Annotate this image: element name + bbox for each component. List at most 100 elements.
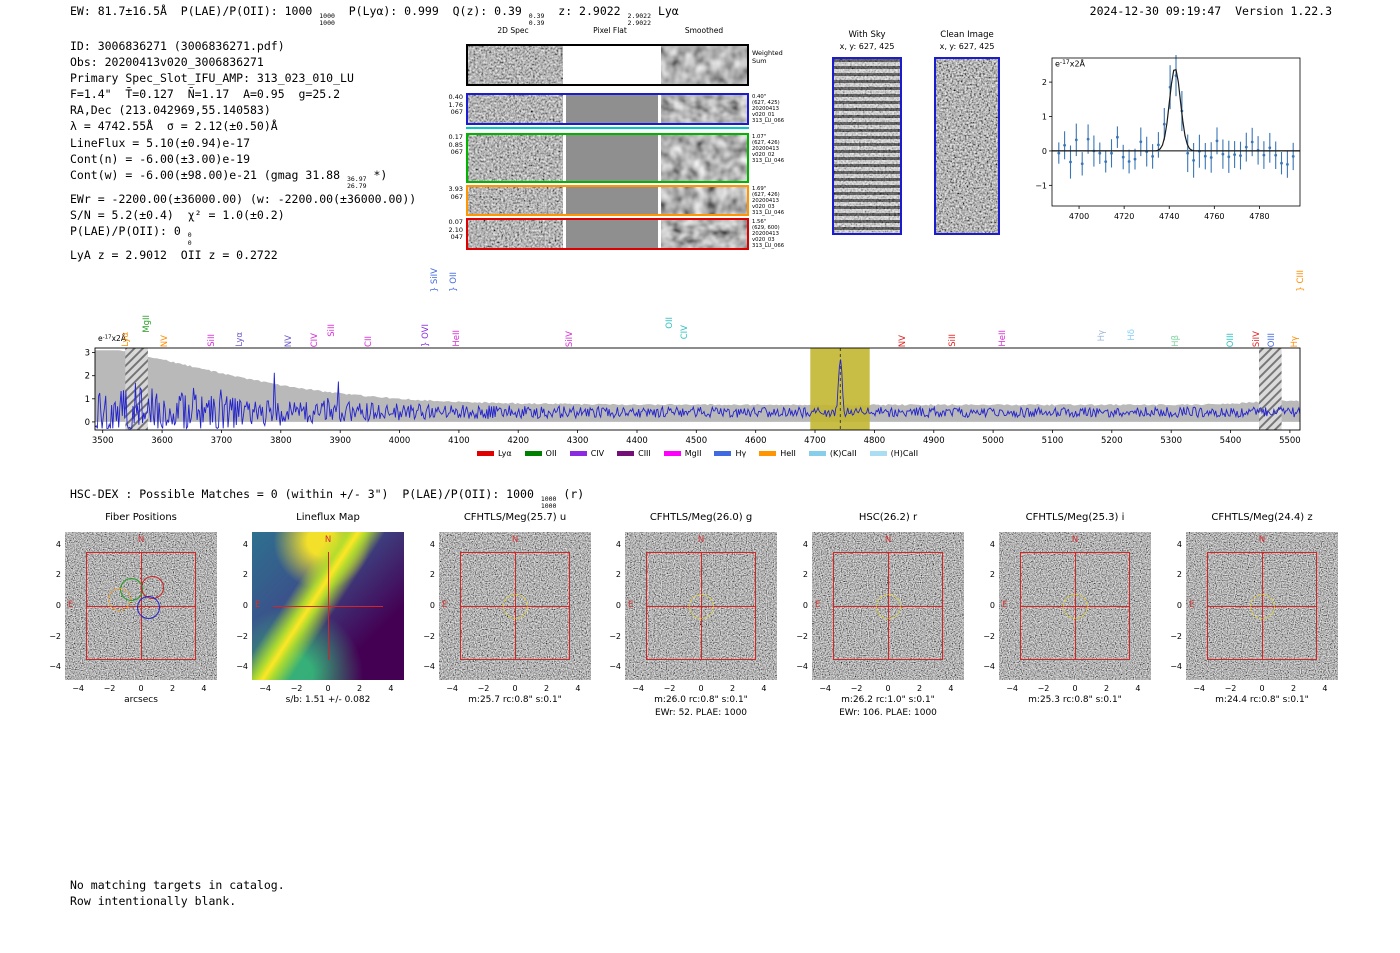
svg-text:1: 1 xyxy=(85,395,90,405)
svg-text:4780: 4780 xyxy=(1249,212,1269,221)
sky-panel-coords: x, y: 627, 425 xyxy=(839,42,895,51)
spec2d-column-header: Pixel Flat xyxy=(593,26,627,35)
emission-line-label: NV xyxy=(283,334,294,347)
text-segment: 0.40" xyxy=(752,94,767,100)
aperture-square xyxy=(459,552,570,660)
x-tick-label: 2 xyxy=(1103,684,1110,693)
spec2d-row xyxy=(466,218,749,250)
pixel-flat-image xyxy=(566,46,658,84)
legend-item: Lyα xyxy=(476,449,512,458)
y-tick-label: 0 xyxy=(989,601,995,610)
info-line: LyA z = 2.9012 OII z = 0.2722 xyxy=(70,247,416,263)
cutout-caption: s/b: 1.51 +/- 0.082 xyxy=(285,695,371,705)
text-segment: v020_02 xyxy=(752,152,775,159)
spectrum-svg: 3500 3600 3700 3800 3900 4000 4100 4200 4300 4400… xyxy=(85,347,1301,446)
svg-text:4800: 4800 xyxy=(864,436,886,446)
svg-text:3800: 3800 xyxy=(270,436,292,446)
noise-image xyxy=(468,46,563,84)
compass-east: E xyxy=(255,600,261,610)
y-tick-label: 4 xyxy=(1176,539,1182,549)
noise-image xyxy=(661,46,747,84)
text-segment: -17 xyxy=(1059,59,1070,66)
compass-east: E xyxy=(628,600,634,610)
legend-item: OII xyxy=(524,449,557,458)
text-segment: Sum xyxy=(752,56,767,65)
y-tick-label: 0 xyxy=(1176,601,1182,610)
spec2d-row-right-label: 1.07" (627, 426) 20200413 v020_02 313_LU_046 xyxy=(752,134,802,164)
emission-line-label: } OII xyxy=(449,272,460,292)
emission-line-label: Hγ xyxy=(1289,335,1300,347)
aperture-circle xyxy=(688,593,714,619)
svg-text:−1: −1 xyxy=(1035,181,1047,190)
fit-plot-svg: 4700 4720 4740 4760 4780 −1 0 1 2 xyxy=(1035,55,1301,221)
text-segment: 0.07 xyxy=(448,218,463,226)
x-tick-label: 2 xyxy=(543,684,550,693)
text-segment: 313_LU_066 xyxy=(752,243,785,250)
emission-line-label: MgII xyxy=(141,315,152,333)
y-tick-label: −4 xyxy=(423,662,435,672)
noise-image xyxy=(661,95,747,123)
text-segment: 313_LU_046 xyxy=(752,158,785,165)
svg-text:1: 1 xyxy=(1042,113,1047,122)
smoothed-image xyxy=(661,46,747,84)
fiber-circle xyxy=(136,596,160,619)
text-segment: 20200413 xyxy=(752,106,779,113)
y-tick-label: 2 xyxy=(55,570,61,580)
text-segment: 1.69" xyxy=(752,186,767,192)
x-tick-label: −4 xyxy=(632,684,644,693)
cutout-title: CFHTLS/Meg(24.4) z xyxy=(1211,512,1313,523)
compass-east: E xyxy=(1189,600,1195,610)
x-tick-label: −4 xyxy=(1006,684,1018,693)
stacked-fraction: 2.9022 2.9022 xyxy=(627,11,652,27)
text-segment: 1.07" xyxy=(752,134,767,140)
noise-image xyxy=(468,95,563,123)
text-segment: F=1.4" T̄=0.127 N̄=1.17 A=0.95 g=25.2 xyxy=(70,87,341,102)
emission-line-label: HeII xyxy=(997,330,1008,347)
text-segment: 0.85 xyxy=(448,140,463,149)
header-timestamp: 2024-12-30 09:19:47 Version 1.22.3 xyxy=(1089,4,1332,18)
aperture-circle xyxy=(1249,593,1275,619)
x-tick-label: 0 xyxy=(698,684,704,693)
x-tick-label: 2 xyxy=(916,684,923,693)
spec2d-row xyxy=(466,93,749,125)
legend-swatch xyxy=(569,451,587,456)
spec2d-row-left-label: 3.93 067 xyxy=(439,185,463,201)
info-line: Cont(n) = -6.00(±3.00)e-19 xyxy=(70,151,416,167)
sky-stripes-overlay xyxy=(834,59,900,233)
emission-line-label: OIII xyxy=(1266,332,1277,347)
legend-item: CIV xyxy=(569,449,604,458)
y-tick-label: −2 xyxy=(609,631,621,641)
x-tick-label: 2 xyxy=(356,684,363,693)
text-segment: 20200413 xyxy=(752,231,779,238)
text-segment: 1.76 xyxy=(448,100,463,109)
spec2d-row-inner xyxy=(468,95,747,123)
y-tick-label: 2 xyxy=(802,570,808,580)
legend-label: CIII xyxy=(638,449,651,458)
crosshair-horizontal xyxy=(272,606,383,607)
header-summary: EW: 81.7±16.5Å P(LAE)/P(OII): 1000 1000 1… xyxy=(70,4,679,27)
emission-line-label: NV xyxy=(898,334,909,347)
noise-image xyxy=(468,220,563,248)
legend-item: MgII xyxy=(663,449,701,458)
x-tick-label: −4 xyxy=(259,684,271,693)
crosshair-vertical xyxy=(328,552,329,660)
x-tick-label: 0 xyxy=(1072,684,1078,693)
noise-layer xyxy=(936,59,998,233)
text-segment: 0.40 xyxy=(448,93,463,101)
text-segment: Cont(w) = -6.00(±98.00)e-21 (gmag 31.88 xyxy=(70,167,347,182)
text-segment: v020_03 xyxy=(752,204,775,211)
text-segment: ID: 3006836271 (3006836271.pdf) xyxy=(70,39,285,53)
spectrum-canvas: 3500 3600 3700 3800 3900 4000 4100 4200 4300 4400… xyxy=(76,346,1310,448)
svg-text:4200: 4200 xyxy=(507,436,529,446)
text-segment: x2Å xyxy=(1069,59,1086,69)
text-segment: v020_03 xyxy=(752,237,775,244)
y-tick-label: −4 xyxy=(609,662,621,672)
spec2d-image xyxy=(468,46,563,84)
spec2d-row-right-label: 0.40" (627, 425) 20200413 v020_01 313_LU_066 xyxy=(752,94,802,124)
spec2d-image xyxy=(468,187,563,214)
emission-line-label: Hβ xyxy=(1171,335,1182,347)
x-tick-label: 4 xyxy=(388,684,394,693)
legend-swatch xyxy=(663,451,681,456)
